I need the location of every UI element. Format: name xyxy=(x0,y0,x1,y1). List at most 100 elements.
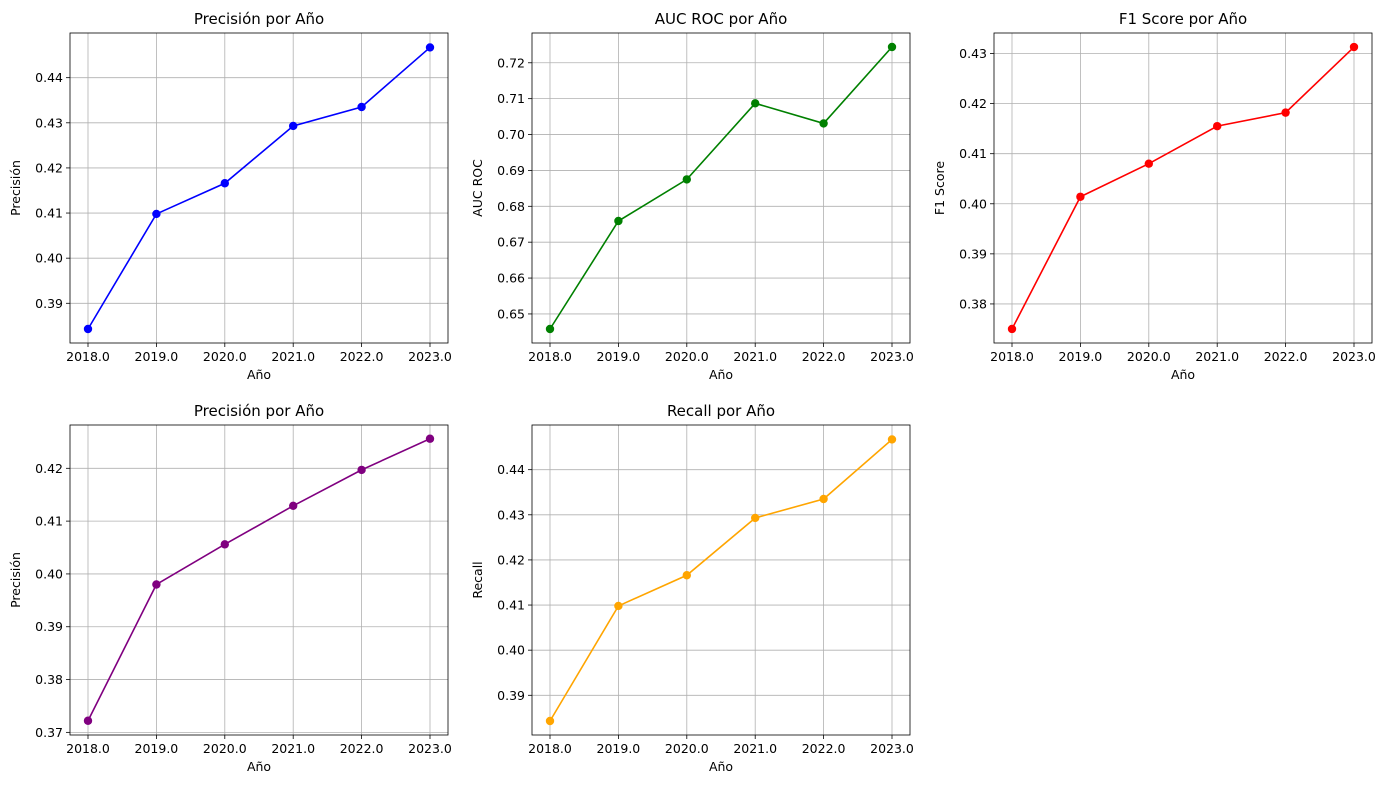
y-tick-label: 0.40 xyxy=(35,251,63,266)
axes-frame xyxy=(531,32,911,344)
x-axis-label: Año xyxy=(1171,367,1195,382)
series-line xyxy=(1011,46,1355,330)
x-tick-label: 2019.0 xyxy=(1059,349,1103,364)
data-point xyxy=(289,501,298,511)
y-tick-label: 0.43 xyxy=(959,46,987,61)
chart-title: Precisión por Año xyxy=(194,402,324,420)
x-tick-label: 2022.0 xyxy=(1264,349,1308,364)
data-point xyxy=(83,324,93,334)
data-point xyxy=(614,601,623,611)
y-tick-label: 0.41 xyxy=(35,514,63,529)
data-point xyxy=(545,716,555,726)
y-tick-label: 0.65 xyxy=(497,306,525,321)
x-tick-label: 2023.0 xyxy=(870,349,914,364)
series-line xyxy=(87,46,431,330)
y-tick-label: 0.37 xyxy=(35,725,63,740)
x-tick-label: 2020.0 xyxy=(203,741,247,756)
axes-frame xyxy=(69,32,449,344)
axes-frame xyxy=(531,424,911,736)
data-point xyxy=(425,434,435,443)
data-point xyxy=(220,540,229,549)
data-point xyxy=(152,209,161,219)
y-tick-label: 0.68 xyxy=(497,199,525,214)
x-axis-label: Año xyxy=(247,367,271,382)
x-tick-label: 2018.0 xyxy=(528,349,572,364)
data-point xyxy=(357,102,366,112)
x-tick-label: 2020.0 xyxy=(203,349,247,364)
y-tick-label: 0.69 xyxy=(497,163,525,178)
series-line xyxy=(549,438,893,722)
x-tick-label: 2023.0 xyxy=(408,349,452,364)
y-tick-label: 0.41 xyxy=(35,206,63,221)
chart-title: F1 Score por Año xyxy=(1119,10,1247,28)
x-tick-label: 2022.0 xyxy=(802,741,846,756)
axes-frame xyxy=(69,424,449,736)
data-point xyxy=(1213,121,1222,131)
x-tick-label: 2023.0 xyxy=(1332,349,1376,364)
x-tick-label: 2019.0 xyxy=(135,741,179,756)
y-axis-label: F1 Score xyxy=(932,161,947,215)
x-tick-label: 2020.0 xyxy=(1127,349,1171,364)
x-tick-label: 2018.0 xyxy=(66,349,110,364)
y-tick-label: 0.38 xyxy=(35,672,63,687)
x-tick-label: 2019.0 xyxy=(597,349,641,364)
x-tick-label: 2021.0 xyxy=(733,741,777,756)
chart-title: Recall por Año xyxy=(667,402,775,420)
y-tick-label: 0.40 xyxy=(497,643,525,658)
x-tick-label: 2020.0 xyxy=(665,741,709,756)
chart-panel-5: 2018.0 2019.0 2020.0 2021.0 2022.0 2023.0 0.39… xyxy=(470,402,914,774)
data-point xyxy=(819,494,828,504)
y-tick-label: 0.43 xyxy=(35,115,63,130)
x-tick-label: 2022.0 xyxy=(340,349,384,364)
y-tick-label: 0.44 xyxy=(497,462,525,477)
data-point xyxy=(289,121,298,131)
chart-panel-2: 2018.0 2019.0 2020.0 2021.0 2022.0 2023.0 0.65… xyxy=(470,10,914,382)
data-point xyxy=(545,324,555,334)
y-tick-label: 0.70 xyxy=(497,127,525,142)
y-axis-label: Precisión xyxy=(8,552,23,608)
data-point xyxy=(682,571,691,580)
data-point xyxy=(682,175,691,184)
y-tick-label: 0.41 xyxy=(497,598,525,613)
y-tick-label: 0.39 xyxy=(35,296,63,311)
x-tick-label: 2021.0 xyxy=(271,741,315,756)
x-axis-label: Año xyxy=(247,759,271,774)
series-line xyxy=(549,46,893,330)
x-axis-label: Año xyxy=(709,367,733,382)
data-point xyxy=(614,216,623,226)
x-tick-label: 2018.0 xyxy=(528,741,572,756)
x-tick-label: 2022.0 xyxy=(340,741,384,756)
data-point xyxy=(83,716,93,725)
data-point xyxy=(425,43,435,52)
x-tick-label: 2019.0 xyxy=(597,741,641,756)
y-tick-label: 0.67 xyxy=(497,235,525,250)
data-point xyxy=(1349,42,1359,52)
y-tick-label: 0.42 xyxy=(35,461,63,476)
y-tick-label: 0.40 xyxy=(35,566,63,581)
y-axis-label: Precisión xyxy=(8,160,23,216)
axes-frame xyxy=(993,32,1373,344)
data-point xyxy=(819,119,828,128)
x-tick-label: 2021.0 xyxy=(733,349,777,364)
data-point xyxy=(1007,324,1017,334)
x-tick-label: 2022.0 xyxy=(802,349,846,364)
x-tick-label: 2021.0 xyxy=(1195,349,1239,364)
y-tick-label: 0.44 xyxy=(35,70,63,85)
y-tick-label: 0.72 xyxy=(497,55,525,70)
chart-panel-4: 2018.0 2019.0 2020.0 2021.0 2022.0 2023.0 0.37… xyxy=(8,402,452,774)
y-tick-label: 0.66 xyxy=(497,271,525,286)
x-tick-label: 2023.0 xyxy=(408,741,452,756)
y-tick-label: 0.39 xyxy=(959,246,987,261)
y-axis-label: Recall xyxy=(470,561,485,598)
y-tick-label: 0.39 xyxy=(497,688,525,703)
y-tick-label: 0.71 xyxy=(497,91,525,106)
data-point xyxy=(1076,192,1085,201)
chart-panel-3: 2018.0 2019.0 2020.0 2021.0 2022.0 2023.0 0.38… xyxy=(932,10,1376,382)
chart-title: AUC ROC por Año xyxy=(655,10,788,28)
x-tick-label: 2021.0 xyxy=(271,349,315,364)
y-tick-label: 0.42 xyxy=(497,552,525,567)
y-tick-label: 0.40 xyxy=(959,196,987,211)
y-tick-label: 0.42 xyxy=(35,160,63,175)
data-point xyxy=(1144,159,1154,168)
